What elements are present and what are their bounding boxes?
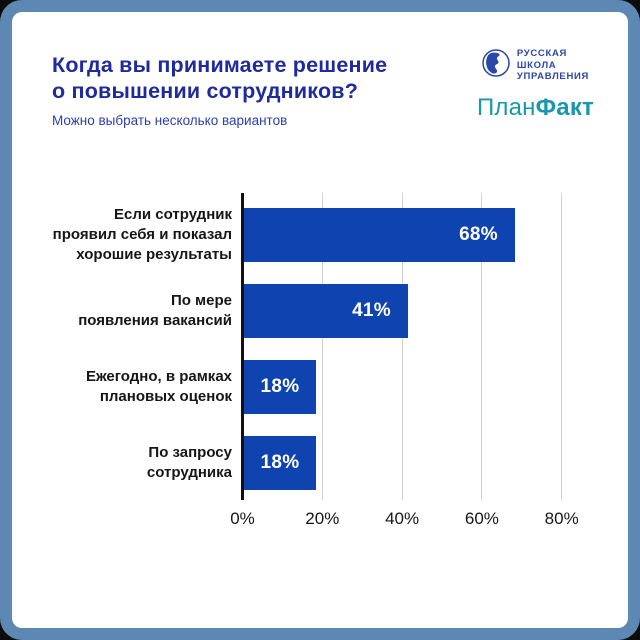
x-tick-label: 40% — [385, 509, 420, 528]
x-tick-label: 80% — [544, 509, 579, 528]
category-label: По мере появления вакансий — [78, 292, 232, 329]
gridline — [321, 193, 323, 500]
planfact-logo: ПланФакт — [477, 94, 594, 122]
page-title-line-1: Когда вы принимаете решение — [52, 53, 388, 77]
bar: 18% — [244, 360, 316, 414]
logos: РУССКАЯ ШКОЛА УПРАВЛЕНИЯ ПланФакт — [477, 48, 594, 122]
page-subtitle: Можно выбрать несколько вариантов — [52, 113, 288, 128]
category-label: Ежегодно, в рамках плановых оценок — [85, 368, 232, 405]
bar: 41% — [244, 284, 408, 338]
gridline — [561, 193, 563, 500]
planfact-logo-regular: План — [476, 93, 536, 121]
gridline — [401, 193, 403, 500]
rsu-logo-text: РУССКАЯ ШКОЛА УПРАВЛЕНИЯ — [517, 48, 589, 83]
bar-value-label: 41% — [352, 300, 391, 321]
page-title-line-2: о повышении сотрудников? — [52, 79, 359, 103]
category-label: По запросу сотрудника — [146, 444, 232, 481]
header: Когда вы принимаете решение о повышении … — [52, 52, 387, 128]
bar-value-label: 18% — [260, 376, 300, 397]
card: Когда вы принимаете решение о повышении … — [12, 12, 628, 628]
rsu-logo-icon — [482, 49, 510, 82]
bar: 18% — [244, 436, 316, 490]
bar-value-label: 18% — [260, 452, 300, 473]
rsu-logo: РУССКАЯ ШКОЛА УПРАВЛЕНИЯ — [482, 48, 589, 83]
category-label: Если сотрудник проявил себя и показал хо… — [52, 206, 232, 263]
x-tick-label: 20% — [305, 509, 340, 528]
bar-value-label: 68% — [459, 224, 498, 245]
rsu-text-line: УПРАВЛЕНИЯ — [516, 71, 590, 82]
y-axis-line — [241, 193, 244, 500]
bar: 68% — [244, 208, 515, 262]
x-tick-label: 0% — [230, 509, 255, 528]
rsu-text-line: РУССКАЯ — [516, 48, 568, 59]
bar-chart: 68% Если сотрудник проявил себя и показал… — [12, 12, 628, 628]
planfact-logo-bold: Факт — [535, 93, 594, 121]
x-tick-label: 60% — [464, 509, 499, 528]
gridline — [481, 193, 483, 500]
rsu-text-line: ШКОЛА — [516, 59, 557, 71]
